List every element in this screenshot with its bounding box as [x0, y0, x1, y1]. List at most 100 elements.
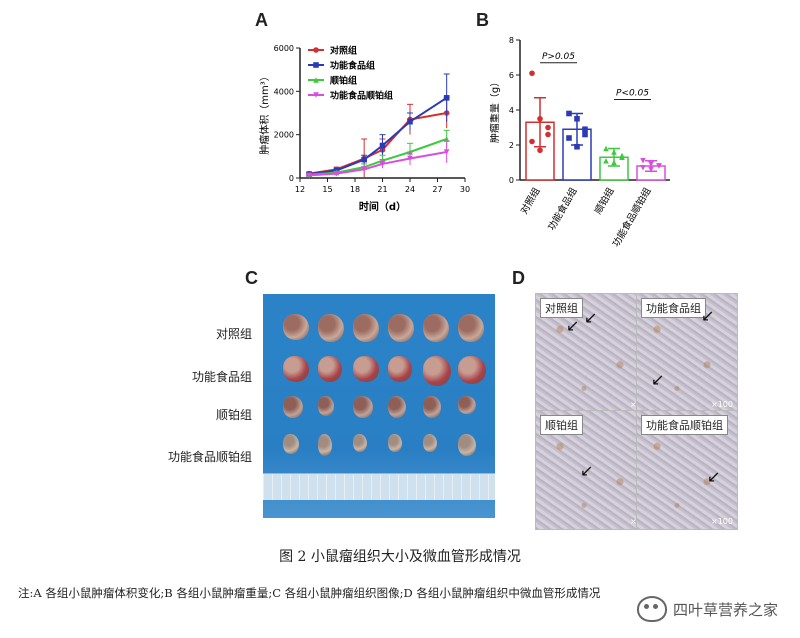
x-tick-label: 功能食品顺铂组	[610, 185, 654, 249]
tumor-sample	[283, 434, 299, 454]
x-tick-label: 12	[295, 185, 305, 194]
photo-row-label-combo: 功能食品顺铂组	[167, 450, 252, 464]
data-point	[545, 131, 551, 138]
data-point	[648, 166, 654, 173]
data-point	[379, 161, 386, 167]
x-tick-label: 对照组	[518, 185, 543, 216]
tumor-sample	[388, 356, 412, 382]
data-point	[656, 163, 662, 169]
data-point	[361, 156, 367, 163]
y-tick-label: 8	[509, 36, 514, 45]
data-point	[611, 149, 617, 155]
arrow-icon: ↙	[707, 467, 721, 486]
data-point	[306, 172, 312, 179]
tumor-sample	[388, 314, 414, 342]
tumor-sample	[353, 396, 373, 418]
series-line	[309, 96, 448, 176]
photo-row-label-food: 功能食品组	[191, 370, 252, 384]
tumor-sample	[318, 314, 344, 342]
data-point	[619, 152, 625, 159]
x-tick-label: 顺铂组	[592, 185, 617, 216]
series-line	[309, 138, 448, 176]
wechat-logo-icon	[636, 596, 667, 622]
y-tick-label: 6000	[274, 44, 294, 53]
histology-label-cisplatin: 顺铂组	[540, 415, 583, 435]
data-point	[640, 157, 646, 164]
annotation: P<0.05	[616, 89, 649, 99]
x-tick-label: 30	[460, 185, 470, 194]
data-point	[529, 138, 535, 145]
data-point	[537, 115, 543, 122]
data-point	[640, 164, 646, 171]
data-point	[537, 147, 543, 154]
figure-caption: 图 2 小鼠瘤组织大小及微血管形成情况	[279, 549, 521, 565]
figure-note: 注:A 各组小鼠肿瘤体积变化;B 各组小鼠肿瘤重量;C 各组小鼠肿瘤组织图像;D…	[18, 586, 601, 600]
data-point	[407, 155, 413, 162]
legend-label: 功能食品顺铂组	[330, 90, 393, 102]
tumor-sample	[283, 314, 309, 340]
arrow-icon: ↙	[566, 316, 580, 335]
ruler	[263, 473, 495, 500]
chart-a-tumor-volume: 0 2000 4000 6000 12 15 18 21 24 27 30 时间（d） 肿瘤体积（mm³…	[258, 44, 470, 213]
tumor-sample	[353, 434, 367, 452]
panel-label-d: D	[512, 268, 525, 288]
photo-row-label-cisplatin: 顺铂组	[215, 408, 252, 422]
data-point	[379, 142, 386, 149]
x-tick-label: 21	[377, 185, 387, 194]
data-point	[443, 95, 450, 101]
histology-label-combo: 功能食品顺铂组	[641, 415, 728, 435]
data-point	[529, 70, 535, 77]
data-point	[648, 161, 654, 168]
tumor-sample	[423, 434, 437, 452]
x-tick-label: 18	[350, 185, 360, 194]
tumor-sample	[423, 396, 441, 418]
tumor-sample	[353, 356, 379, 382]
legend-marker	[313, 77, 319, 83]
annotation: P>0.05	[542, 52, 575, 62]
tumor-sample	[283, 396, 303, 418]
data-point	[333, 170, 340, 177]
data-point	[582, 131, 588, 138]
y-tick-label: 4000	[274, 87, 294, 96]
legend-marker	[313, 47, 319, 53]
x-axis-title: 时间（d）	[359, 200, 406, 213]
data-point	[566, 110, 572, 117]
y-tick-label: 6	[509, 71, 514, 80]
y-tick-label: 2	[509, 141, 514, 150]
x-tick-label: 功能食品组	[545, 185, 579, 233]
data-point	[611, 159, 617, 166]
legend-label: 顺铂组	[330, 75, 357, 87]
data-point	[574, 143, 580, 150]
tumor-sample	[283, 356, 309, 382]
magnification-label: ×100	[711, 517, 733, 526]
series-line	[309, 151, 447, 177]
y-tick-label: 2000	[274, 131, 294, 140]
y-axis-title: 肿瘤体积（mm³）	[258, 71, 271, 155]
y-tick-label: 4	[509, 106, 514, 115]
data-point	[361, 166, 367, 173]
panel-label-c: C	[245, 268, 258, 288]
data-point	[582, 126, 588, 133]
tumor-sample	[318, 356, 342, 382]
tumor-sample	[458, 434, 476, 456]
tumor-sample	[318, 396, 334, 416]
tumor-sample	[318, 434, 332, 456]
tumor-sample	[388, 434, 402, 452]
tumor-sample	[388, 396, 406, 418]
y-axis-title: 肿瘤重量（g）	[490, 77, 501, 143]
histology-combo: 功能食品顺铂组 ↙ ×100	[636, 410, 738, 530]
panel-label-a: A	[255, 10, 268, 30]
legend-label: 功能食品组	[330, 60, 375, 72]
tumor-sample	[458, 314, 484, 342]
arrow-icon: ↙	[580, 461, 594, 480]
magnification-label: ×100	[711, 400, 733, 409]
data-point	[603, 157, 609, 164]
photo-row-label-control: 对照组	[215, 327, 252, 341]
data-point	[443, 149, 450, 155]
x-tick-label: 15	[322, 185, 332, 194]
tumor-photo	[263, 294, 495, 518]
data-point	[443, 136, 450, 142]
tumor-sample	[423, 314, 449, 342]
legend-marker	[313, 62, 319, 68]
